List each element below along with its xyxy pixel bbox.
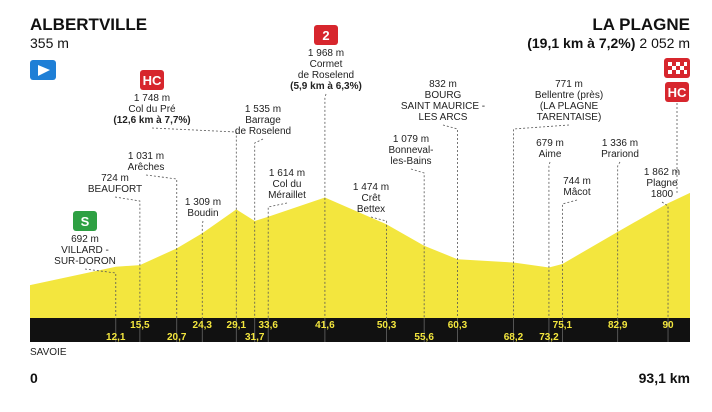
- waypoint-name: Boudin: [187, 208, 218, 219]
- leader-line: [267, 202, 288, 318]
- category-label: 2: [322, 28, 329, 43]
- waypoint-name: Plagne: [646, 178, 678, 189]
- leader-line: [661, 201, 669, 318]
- waypoint-altitude: 1 474 m: [353, 182, 389, 193]
- waypoint-name: Col du: [273, 179, 302, 190]
- leader-line: [324, 93, 327, 318]
- category-badge: [73, 211, 97, 231]
- waypoint-name: Arêches: [128, 162, 165, 173]
- km-label: 12,1: [106, 332, 126, 343]
- waypoint-altitude: 1 079 m: [393, 134, 429, 145]
- waypoint-name: Bellentre (près): [535, 90, 603, 101]
- waypoint-name: Méraillet: [268, 190, 306, 201]
- waypoint-altitude: 1 535 m: [245, 104, 281, 115]
- waypoint-altitude: 744 m: [563, 176, 591, 187]
- leader-line: [254, 138, 264, 318]
- waypoint-name: Bonneval-: [388, 145, 433, 156]
- category-label: HC: [668, 85, 687, 100]
- waypoint-altitude: 679 m: [536, 138, 564, 149]
- waypoint-altitude: 1 968 m: [308, 48, 344, 59]
- start-icon: [30, 60, 56, 80]
- km-label: 29,1: [227, 320, 247, 331]
- finish-flag: [664, 58, 690, 78]
- waypoint-name: les-Bains: [390, 156, 431, 167]
- category-badge: [314, 25, 338, 45]
- leader-line: [513, 124, 570, 318]
- category-badge: [665, 82, 689, 102]
- distance-start: 0: [30, 370, 38, 386]
- waypoint-name: LES ARCS: [419, 112, 468, 123]
- km-label: 15,5: [130, 320, 150, 331]
- waypoint-altitude: 1 748 m: [134, 93, 170, 104]
- waypoint-name: Crêt: [362, 193, 381, 204]
- waypoint-altitude: 1 336 m: [602, 138, 638, 149]
- waypoint-altitude: 1 862 m: [644, 167, 680, 178]
- waypoint-name: de Roselend: [298, 70, 354, 81]
- waypoint-name: Barrage: [245, 115, 281, 126]
- start-altitude: 355 m: [30, 35, 69, 51]
- km-label: 90: [662, 320, 674, 331]
- distance-end: 93,1 km: [639, 370, 690, 386]
- leader-line: [561, 199, 578, 318]
- km-label: 24,3: [193, 320, 213, 331]
- waypoint-name: BEAUFORT: [88, 184, 142, 195]
- km-label: 55,6: [414, 332, 434, 343]
- category-badge: [140, 70, 164, 90]
- leader-line: [201, 220, 204, 318]
- leader-line: [548, 161, 551, 318]
- waypoint-name: Mâcot: [563, 187, 590, 198]
- waypoint-name: BOURG: [425, 90, 462, 101]
- leader-line: [151, 127, 237, 318]
- waypoint-altitude: 771 m: [555, 79, 583, 90]
- waypoint-name: Aime: [539, 149, 562, 160]
- km-label: 73,2: [539, 332, 559, 343]
- waypoint-name: TARENTAISE): [537, 112, 602, 123]
- climb-info: (12,6 km à 7,7%): [113, 115, 190, 126]
- waypoint-name: Prariond: [601, 149, 639, 160]
- waypoint-altitude: 1 309 m: [185, 197, 221, 208]
- waypoint-name: Col du Pré: [128, 104, 176, 115]
- waypoint-name: Cormet: [310, 59, 343, 70]
- km-label: 68,2: [504, 332, 524, 343]
- km-label: 60,3: [448, 320, 468, 331]
- waypoint-altitude: 1 614 m: [269, 168, 305, 179]
- leader-line: [370, 216, 387, 318]
- waypoint-name: Bettex: [357, 204, 385, 215]
- finish-altitude: 2 052 m: [639, 35, 690, 51]
- start-name: ALBERTVILLE: [30, 15, 147, 34]
- waypoint-altitude: 692 m: [71, 234, 99, 245]
- km-label: 20,7: [167, 332, 187, 343]
- km-label: 75,1: [553, 320, 573, 331]
- waypoint-name: VILLARD -: [61, 245, 109, 256]
- leader-line: [84, 268, 117, 318]
- waypoint-altitude: 1 031 m: [128, 151, 164, 162]
- km-label: 50,3: [377, 320, 397, 331]
- leader-line: [410, 168, 425, 318]
- finish-header: (19,1 km à 7,2%) 2 052 m: [527, 35, 690, 51]
- finish-name: LA PLAGNE: [592, 15, 690, 34]
- km-label: 82,9: [608, 320, 628, 331]
- leader-line: [442, 124, 458, 318]
- profile-area: [30, 192, 690, 318]
- category-label: HC: [143, 73, 162, 88]
- km-label: 41,6: [315, 320, 335, 331]
- climb-info: (5,9 km à 6,3%): [290, 81, 362, 92]
- waypoint-altitude: 832 m: [429, 79, 457, 90]
- km-band: [30, 318, 690, 342]
- leader-line: [617, 161, 621, 318]
- waypoint-name: SUR-DORON: [54, 256, 116, 267]
- waypoint-altitude: 724 m: [101, 173, 129, 184]
- waypoint-name: 1800: [651, 189, 674, 200]
- km-label: 31,7: [245, 332, 265, 343]
- waypoint-name: SAINT MAURICE -: [401, 101, 485, 112]
- km-label: 33,6: [258, 320, 278, 331]
- leader-line: [114, 196, 141, 318]
- finish-climb: (19,1 km à 7,2%): [527, 35, 635, 51]
- region: SAVOIE: [30, 347, 67, 358]
- category-label: S: [81, 214, 90, 229]
- waypoint-name: (LA PLAGNE: [540, 101, 599, 112]
- waypoint-name: de Roselend: [235, 126, 291, 137]
